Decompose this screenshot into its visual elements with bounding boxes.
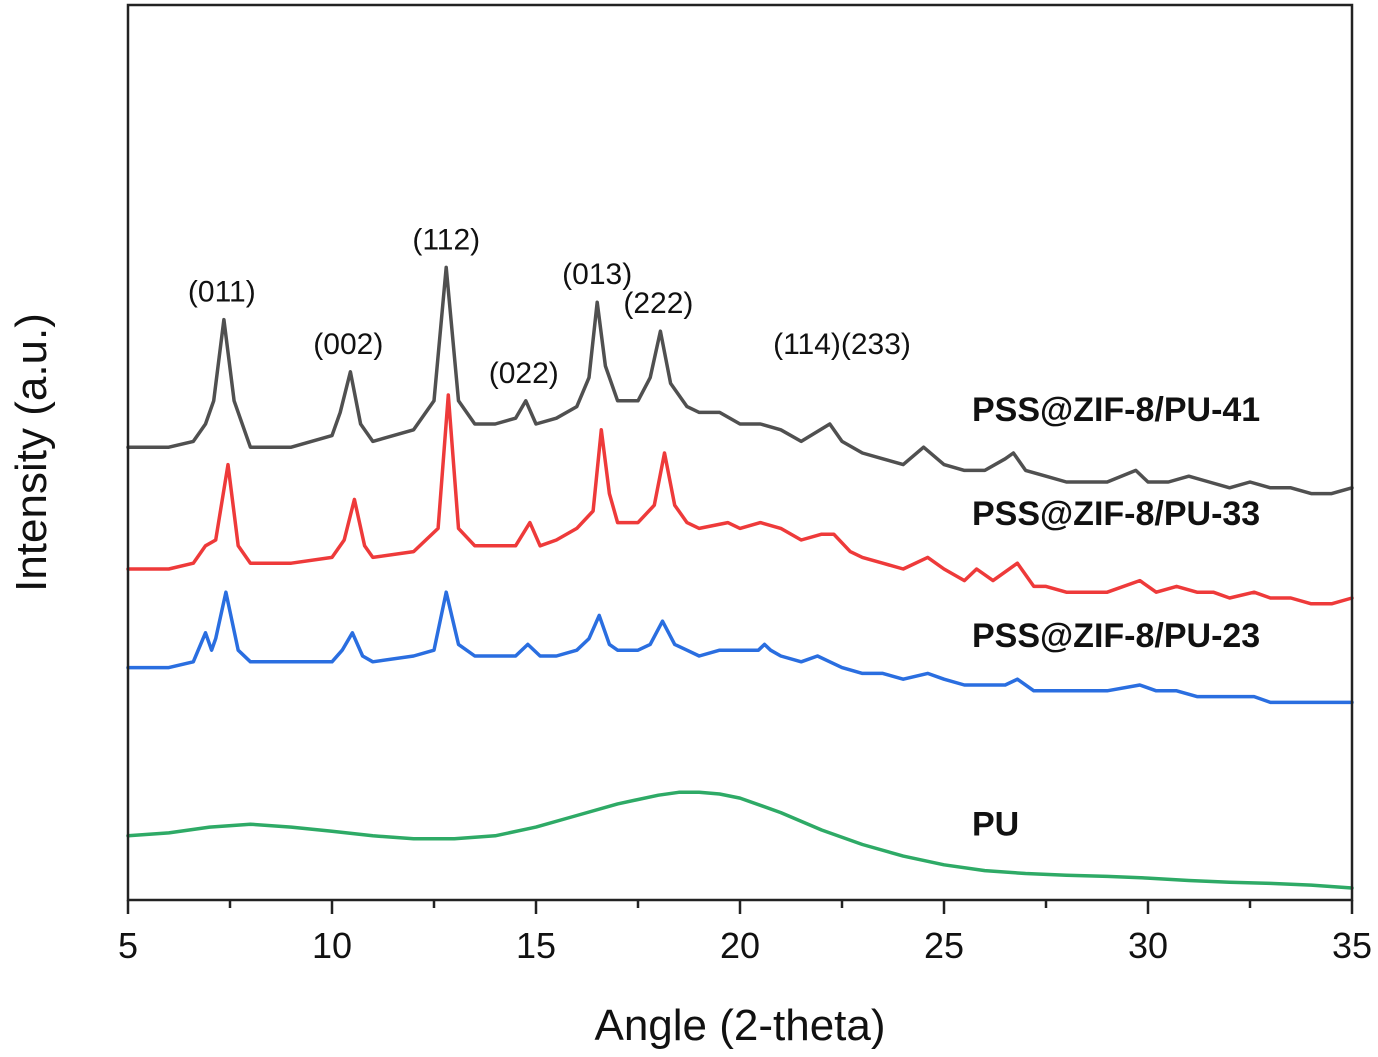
peak-label: (002) <box>313 328 383 361</box>
x-axis-ticks <box>126 900 1354 914</box>
series-line-pss-zif-8-pu-23 <box>126 590 1354 705</box>
peak-label: (013) <box>562 258 632 291</box>
series-line-pu <box>126 790 1354 890</box>
series-layer <box>126 265 1354 890</box>
x-tick-label: 10 <box>312 925 352 966</box>
series-label-pss-zif-8-pu-41: PSS@ZIF-8/PU-41 <box>972 391 1260 429</box>
x-axis-title: Angle (2-theta) <box>594 1001 885 1050</box>
peak-labels: (011) (002) (112) (022) (013)(222) (114)(233) <box>188 223 911 389</box>
series-line-pss-zif-8-pu-33 <box>126 393 1354 606</box>
x-tick-label: 20 <box>720 925 760 966</box>
series-line-pss-zif-8-pu-41 <box>126 265 1354 496</box>
x-tick-label: 30 <box>1128 925 1168 966</box>
x-tick-label: 35 <box>1332 925 1372 966</box>
series-label-pss-zif-8-pu-23: PSS@ZIF-8/PU-23 <box>972 617 1260 655</box>
series-label-pu: PU <box>972 806 1019 844</box>
x-tick-label: 15 <box>516 925 556 966</box>
series-label-pss-zif-8-pu-33: PSS@ZIF-8/PU-33 <box>972 495 1260 533</box>
peak-label: (022) <box>489 357 559 390</box>
peak-label: (222) <box>623 287 693 320</box>
x-tick-label: 25 <box>924 925 964 966</box>
peak-label: (011) <box>188 276 256 309</box>
series-labels: PSS@ZIF-8/PU-41 PSS@ZIF-8/PU-33 PSS@ZIF-8/… <box>972 391 1260 844</box>
peak-label: (112) <box>412 223 480 256</box>
y-axis-title: Intensity (a.u.) <box>7 313 56 592</box>
x-axis-tick-labels: 5 10 15 20 25 30 35 <box>118 925 1372 966</box>
peak-label: (114)(233) <box>773 328 911 361</box>
x-tick-label: 5 <box>118 925 138 966</box>
